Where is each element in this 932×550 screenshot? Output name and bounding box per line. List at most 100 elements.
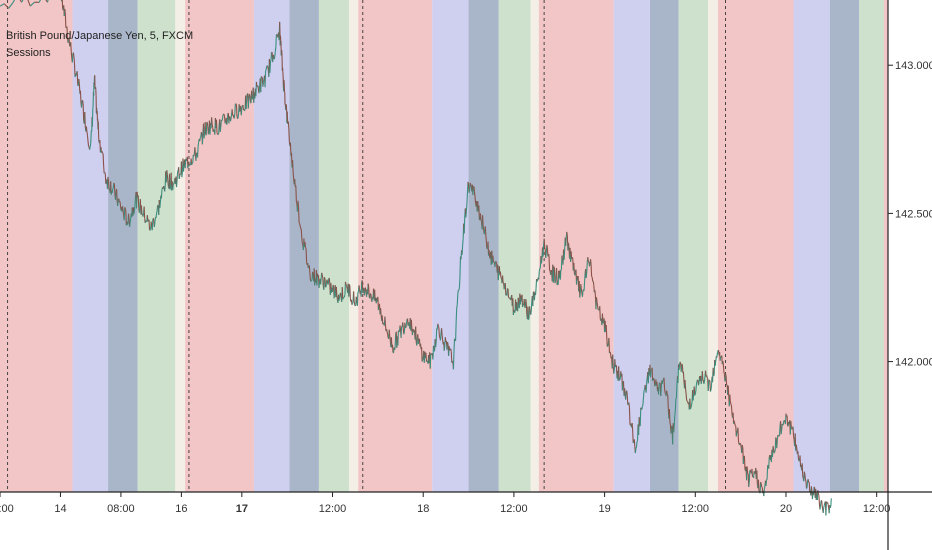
price-segment [830,498,832,507]
price-segment [178,175,181,180]
price-segment [19,0,23,3]
price-segment [799,455,802,467]
price-segment [606,345,609,347]
price-segment [530,311,532,315]
price-segment [397,330,399,346]
price-segment [122,211,125,215]
price-segment [105,182,107,185]
price-segment [669,422,671,426]
price-segment [747,472,749,475]
price-segment [405,324,408,328]
price-segment [597,305,599,310]
price-segment [113,182,115,185]
price-segment [651,367,654,381]
price-segment [153,221,156,228]
price-segment [322,278,324,287]
price-segment [260,76,263,78]
price-segment [642,390,645,399]
price-segment [367,283,370,288]
price-segment [739,442,742,445]
price-segment [823,504,825,508]
session-band-newyork [859,0,887,492]
price-segment [618,366,620,381]
price-segment [722,360,724,365]
session-band-closed [708,0,718,492]
price-segment [583,281,586,291]
price-segment [588,263,591,267]
price-segment [394,347,396,350]
price-segment [605,325,608,337]
price-segment [264,70,267,88]
price-segment [298,221,301,224]
price-segment [573,262,575,273]
price-segment [782,420,785,425]
price-segment [292,171,295,179]
price-segment [380,308,382,315]
price-segment [619,378,621,381]
price-segment [239,105,242,108]
price-segment [112,187,114,190]
price-segment [228,116,230,124]
price-segment [681,363,683,366]
x-tick-label: 12:00 [682,503,710,515]
price-segment [70,51,73,59]
price-segment [821,505,824,510]
price-segment [203,133,206,139]
price-segment [456,304,458,309]
price-segment [310,279,313,281]
price-segment [488,250,491,258]
price-segment [349,285,351,299]
price-segment [682,371,685,381]
price-segment [635,441,638,448]
price-segment [792,436,795,440]
price-segment [694,394,696,396]
price-segment [673,425,675,433]
price-segment [127,213,130,219]
price-segment [333,290,336,299]
price-segment [790,421,792,429]
price-segment [351,303,354,306]
price-segment [309,272,311,281]
price-segment [267,66,269,70]
price-segment [472,186,474,195]
price-segment [320,277,322,285]
price-segment [207,132,210,135]
price-segment [216,132,219,135]
price-segment [757,479,760,492]
price-segment [804,479,807,482]
price-segment [224,116,226,124]
price-segment [234,103,236,114]
price-segment [685,393,688,401]
price-segment [274,51,276,57]
price-segment [740,444,742,448]
price-segment [368,287,370,298]
price-segment [817,493,820,496]
price-segment [552,266,555,283]
price-segment [84,112,86,127]
price-segment [87,140,90,147]
price-segment [212,130,215,133]
price-segment [806,480,809,488]
price-segment [64,12,67,28]
price-segment [553,267,556,284]
price-segment [806,487,808,489]
indicator-label[interactable]: Sessions [6,47,51,59]
price-segment [507,288,510,298]
price-segment [462,238,464,246]
price-segment [241,105,243,108]
session-band-overlap [829,0,860,492]
session-band-closed [349,0,359,492]
price-segment [215,119,218,133]
price-segment [262,82,264,87]
price-segment [525,299,527,304]
price-segment [272,54,274,63]
price-segment [563,250,566,260]
price-segment [540,258,543,264]
price-segment [786,415,789,426]
price-segment [571,257,574,259]
price-segment [473,191,476,198]
price-segment [466,192,469,204]
symbol-label[interactable]: British Pound/Japanese Yen, 5, FXCM [6,30,194,42]
